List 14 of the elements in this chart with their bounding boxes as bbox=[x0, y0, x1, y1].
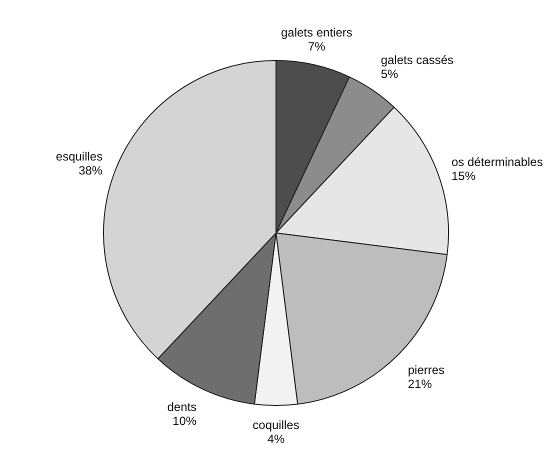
data-label: 4% bbox=[267, 432, 285, 446]
data-label: 7% bbox=[308, 39, 326, 54]
slice-label: pierres bbox=[408, 363, 445, 378]
slice-label: os déterminables bbox=[451, 155, 543, 170]
data-label: 21% bbox=[408, 377, 432, 392]
data-label: 5% bbox=[380, 67, 398, 82]
slice-label: esquilles bbox=[56, 150, 103, 164]
data-label: 15% bbox=[451, 169, 476, 184]
data-label: 10% bbox=[172, 414, 197, 428]
data-label: 38% bbox=[78, 164, 103, 178]
slice-label: galets cassés bbox=[380, 53, 454, 68]
slice-label: galets entiers bbox=[280, 25, 352, 40]
slice-label: coquilles bbox=[252, 418, 300, 432]
slice-label: dents bbox=[167, 400, 197, 414]
